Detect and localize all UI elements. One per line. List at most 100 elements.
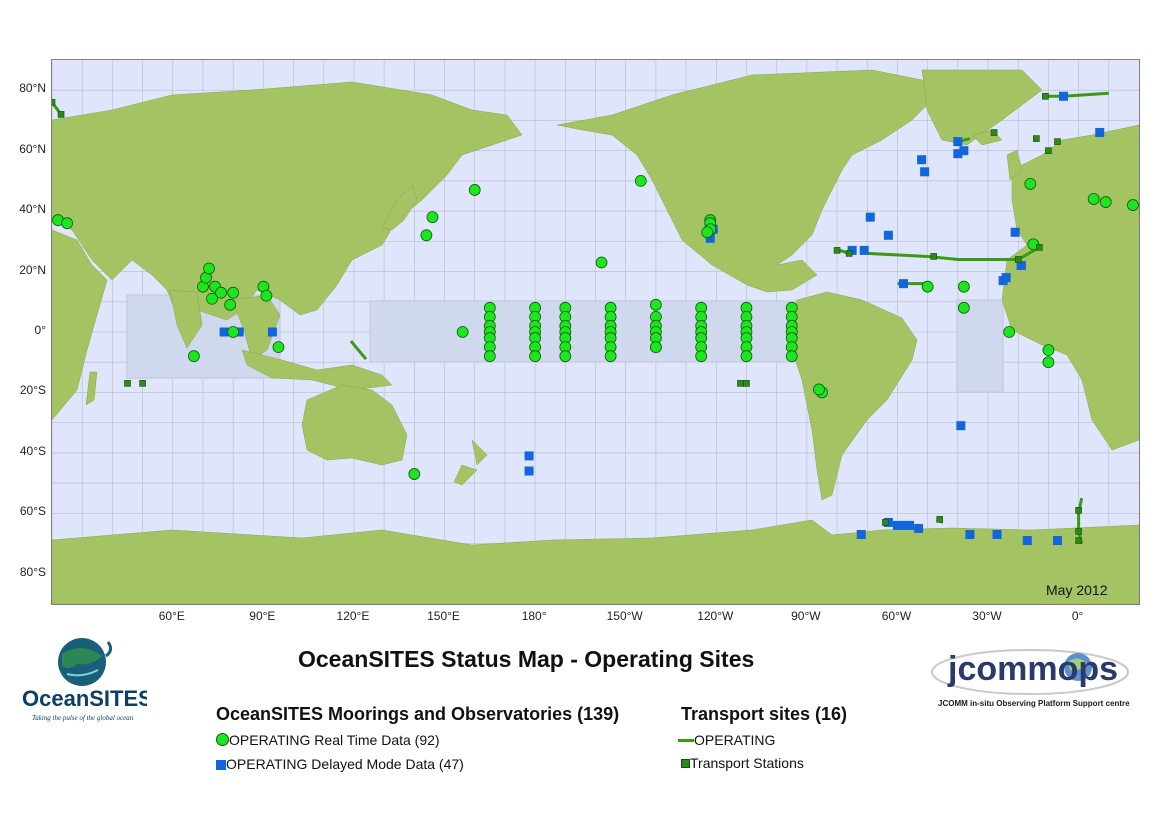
delayed-mode-site-marker[interactable] bbox=[1059, 91, 1069, 101]
real-time-site-marker[interactable] bbox=[634, 174, 647, 187]
real-time-site-marker[interactable] bbox=[957, 280, 970, 293]
latitude-label: 20°N bbox=[19, 262, 46, 277]
transport-station-marker[interactable] bbox=[882, 519, 889, 526]
delayed-mode-site-marker[interactable] bbox=[267, 327, 277, 337]
delayed-mode-site-marker[interactable] bbox=[1016, 261, 1026, 271]
delayed-mode-site-marker[interactable] bbox=[956, 421, 966, 431]
delayed-mode-site-marker[interactable] bbox=[524, 451, 534, 461]
real-time-site-marker[interactable] bbox=[1099, 196, 1112, 208]
transport-station-marker[interactable] bbox=[1033, 135, 1040, 142]
delayed-mode-site-marker[interactable] bbox=[865, 212, 875, 222]
delayed-mode-site-marker[interactable] bbox=[905, 520, 915, 530]
real-time-site-marker[interactable] bbox=[1003, 326, 1016, 338]
delayed-mode-site-marker[interactable] bbox=[914, 523, 924, 533]
real-time-site-marker[interactable] bbox=[695, 350, 708, 363]
transport-line[interactable] bbox=[1077, 497, 1084, 544]
delayed-mode-site-marker[interactable] bbox=[705, 233, 715, 243]
british-isles bbox=[1006, 149, 1023, 181]
delayed-mode-site-marker[interactable] bbox=[892, 520, 902, 530]
real-time-site-marker[interactable] bbox=[224, 298, 237, 311]
delayed-mode-site-marker[interactable] bbox=[920, 167, 930, 177]
transport-station-marker[interactable] bbox=[1036, 244, 1043, 251]
real-time-site-marker[interactable] bbox=[227, 326, 240, 338]
real-time-site-marker[interactable] bbox=[408, 468, 421, 480]
transport-station-marker[interactable] bbox=[845, 250, 853, 257]
real-time-site-marker[interactable] bbox=[227, 286, 240, 299]
real-time-site-marker[interactable] bbox=[61, 217, 73, 230]
real-time-site-marker[interactable] bbox=[649, 298, 662, 311]
real-time-site-marker[interactable] bbox=[604, 350, 617, 363]
transport-line[interactable] bbox=[349, 340, 368, 361]
delayed-mode-site-marker[interactable] bbox=[883, 230, 893, 240]
delayed-mode-site-marker[interactable] bbox=[898, 520, 908, 530]
transport-station-marker[interactable] bbox=[1045, 147, 1052, 154]
transport-line[interactable] bbox=[1042, 91, 1109, 98]
real-time-site-marker[interactable] bbox=[701, 226, 714, 239]
delayed-mode-site-marker[interactable] bbox=[1052, 536, 1062, 546]
delayed-mode-site-marker[interactable] bbox=[524, 466, 534, 476]
moorings-legend-heading: OceanSITES Moorings and Observatories (1… bbox=[216, 704, 620, 724]
real-time-site-marker[interactable] bbox=[468, 184, 481, 196]
real-time-site-marker[interactable] bbox=[649, 341, 662, 354]
real-time-site-marker[interactable] bbox=[921, 280, 934, 293]
delayed-mode-site-marker[interactable] bbox=[953, 149, 963, 159]
transport-station-marker[interactable] bbox=[1075, 528, 1082, 535]
real-time-site-marker[interactable] bbox=[203, 262, 215, 275]
transport-station-marker[interactable] bbox=[57, 111, 65, 118]
real-time-site-marker[interactable] bbox=[456, 326, 469, 338]
delayed-mode-site-marker[interactable] bbox=[998, 276, 1008, 286]
real-time-site-marker[interactable] bbox=[740, 350, 753, 363]
world-map[interactable] bbox=[51, 59, 1140, 605]
real-time-site-marker[interactable] bbox=[1042, 344, 1055, 357]
transport-station-marker[interactable] bbox=[936, 516, 944, 523]
real-time-site-marker[interactable] bbox=[420, 229, 433, 242]
real-time-site-marker[interactable] bbox=[529, 350, 542, 363]
transport-station-marker[interactable] bbox=[737, 380, 744, 387]
real-time-site-marker[interactable] bbox=[272, 341, 285, 354]
transport-station-marker[interactable] bbox=[52, 99, 56, 106]
delayed-mode-site-marker[interactable] bbox=[917, 155, 927, 165]
real-time-site-marker[interactable] bbox=[957, 301, 970, 314]
real-time-site-marker[interactable] bbox=[785, 350, 798, 363]
real-time-site-marker[interactable] bbox=[188, 350, 200, 363]
real-time-site-marker[interactable] bbox=[1087, 193, 1100, 205]
delayed-mode-site-marker[interactable] bbox=[856, 529, 866, 539]
delayed-mode-site-marker[interactable] bbox=[1095, 128, 1105, 138]
transport-station-marker[interactable] bbox=[139, 380, 146, 387]
real-time-site-marker[interactable] bbox=[215, 286, 227, 299]
delayed-mode-site-marker[interactable] bbox=[1010, 227, 1020, 237]
delayed-mode-site-marker[interactable] bbox=[234, 327, 244, 337]
transport-station-marker[interactable] bbox=[990, 129, 998, 136]
delayed-mode-site-marker[interactable] bbox=[859, 245, 869, 255]
transport-station-marker[interactable] bbox=[1075, 507, 1082, 514]
delayed-mode-site-marker[interactable] bbox=[219, 327, 229, 337]
oceansites-tagline: Taking the pulse of the global ocean bbox=[32, 714, 134, 722]
europe-africa bbox=[1001, 124, 1139, 451]
real-time-site-marker[interactable] bbox=[1042, 356, 1055, 369]
delayed-mode-site-marker[interactable] bbox=[1022, 536, 1032, 546]
real-time-site-marker[interactable] bbox=[426, 211, 439, 224]
real-time-site-marker[interactable] bbox=[813, 383, 825, 396]
real-time-site-marker[interactable] bbox=[206, 292, 218, 305]
delayed-mode-site-marker[interactable] bbox=[992, 529, 1002, 539]
real-time-site-marker[interactable] bbox=[559, 350, 572, 363]
transport-station-marker[interactable] bbox=[743, 380, 750, 387]
transport-station-marker[interactable] bbox=[833, 247, 841, 254]
transport-line[interactable] bbox=[867, 246, 1041, 261]
transport-station-marker[interactable] bbox=[1042, 92, 1049, 100]
real-time-site-marker[interactable] bbox=[1024, 178, 1037, 190]
delayed-mode-site-marker[interactable] bbox=[965, 529, 975, 539]
delayed-mode-site-marker[interactable] bbox=[953, 137, 963, 147]
real-time-site-marker[interactable] bbox=[595, 256, 608, 269]
delayed-mode-site-marker[interactable] bbox=[898, 279, 908, 289]
transport-station-marker[interactable] bbox=[930, 253, 937, 260]
real-time-site-marker[interactable] bbox=[260, 289, 273, 302]
transport-station-marker[interactable] bbox=[1054, 138, 1061, 145]
transport-station-marker[interactable] bbox=[1014, 256, 1022, 263]
real-time-site-marker[interactable] bbox=[483, 350, 496, 363]
transport-station-marker[interactable] bbox=[124, 380, 131, 387]
delayed-mode-site-marker[interactable] bbox=[959, 146, 969, 156]
transport-station-marker[interactable] bbox=[1075, 537, 1082, 544]
real-time-site-marker[interactable] bbox=[1127, 199, 1139, 211]
africa-east bbox=[52, 229, 108, 421]
